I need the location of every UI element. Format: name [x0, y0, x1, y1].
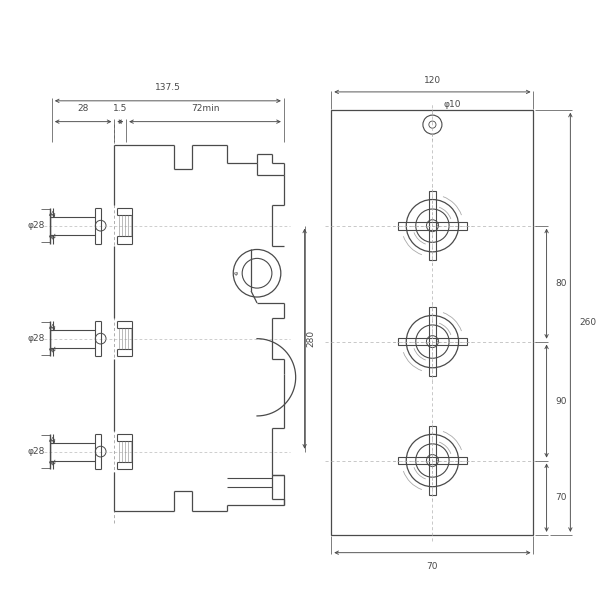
Bar [331, 110, 533, 535]
Text: 90: 90 [556, 397, 567, 406]
Text: 280: 280 [306, 330, 315, 347]
Bar [428, 191, 436, 260]
Text: 1.5: 1.5 [113, 104, 127, 113]
Text: R: R [436, 339, 439, 344]
Text: 70: 70 [556, 493, 567, 502]
Text: φ28: φ28 [27, 221, 44, 230]
Text: 80: 80 [556, 279, 567, 288]
Text: φ28: φ28 [27, 447, 44, 456]
Text: 260: 260 [579, 318, 596, 327]
Text: R: R [436, 223, 439, 228]
Text: φ28: φ28 [27, 334, 44, 343]
Text: φ: φ [234, 271, 238, 276]
Bar [398, 338, 467, 346]
Text: R: R [436, 458, 439, 463]
Text: 137.5: 137.5 [155, 83, 181, 92]
Text: 70: 70 [427, 562, 438, 571]
Text: φ10: φ10 [443, 100, 461, 109]
Bar [398, 222, 467, 230]
Text: 72min: 72min [191, 104, 219, 113]
Bar [428, 426, 436, 495]
Bar [428, 307, 436, 376]
Text: 120: 120 [424, 76, 441, 85]
Text: 28: 28 [77, 104, 89, 113]
Bar [398, 457, 467, 464]
